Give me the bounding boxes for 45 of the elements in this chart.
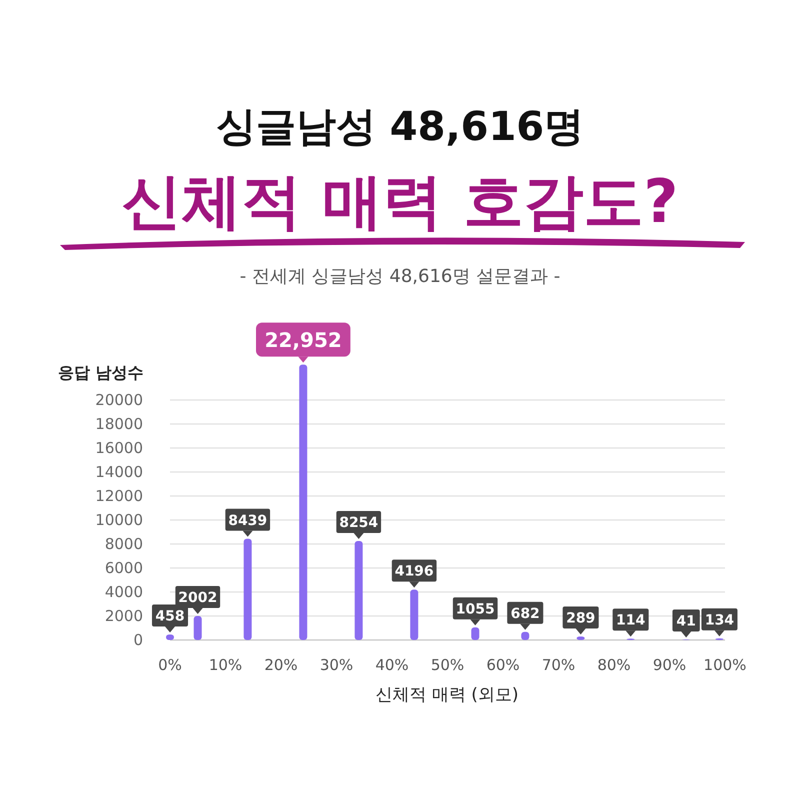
x-tick-label: 80% <box>597 656 631 674</box>
x-tick-label: 30% <box>320 656 354 674</box>
x-tick-label: 0% <box>158 656 182 674</box>
x-tick-label: 60% <box>486 656 520 674</box>
data-label: 41 <box>676 614 696 630</box>
bar <box>354 540 363 640</box>
bar <box>194 616 202 640</box>
y-axis-title: 응답 남성수 <box>58 363 144 382</box>
y-tick-label: 8000 <box>104 535 143 553</box>
data-label: 114 <box>616 612 646 629</box>
text: - 전세계 싱글남성 48,616명 설문결과 - <box>240 266 560 287</box>
y-tick-label: 18000 <box>95 415 143 433</box>
y-tick-label: 12000 <box>95 487 143 505</box>
x-tick-label: 20% <box>264 656 298 674</box>
data-label: 682 <box>510 606 540 622</box>
bar <box>471 627 480 640</box>
x-axis-title: 신체적 매력 (외모) <box>375 685 519 705</box>
y-tick-label: 6000 <box>104 559 143 577</box>
y-tick-label: 4000 <box>104 583 143 601</box>
bar <box>244 538 252 640</box>
data-label: 4196 <box>394 564 434 580</box>
y-tick-label: 0 <box>133 631 143 649</box>
data-label: 1055 <box>456 601 495 618</box>
x-tick-label: 40% <box>375 656 409 674</box>
x-tick-label: 70% <box>542 656 576 674</box>
y-tick-label: 2000 <box>104 607 143 625</box>
data-label: 22,952 <box>264 328 342 352</box>
data-label: 134 <box>704 612 734 628</box>
bar <box>410 590 418 640</box>
chart-title: 싱글남성 48,616명 <box>216 104 584 150</box>
y-tick-label: 20000 <box>95 391 143 409</box>
data-label: 2002 <box>178 590 218 606</box>
data-label: 8439 <box>228 512 268 529</box>
y-tick-label: 10000 <box>95 511 143 529</box>
x-tick-label: 90% <box>652 656 686 674</box>
y-tick-label: 16000 <box>95 439 143 457</box>
data-label: 8254 <box>339 514 378 531</box>
bar <box>299 364 308 640</box>
data-label: 289 <box>566 610 596 627</box>
y-tick-label: 14000 <box>95 463 143 481</box>
x-tick-label: 10% <box>208 656 242 674</box>
x-tick-label: 100% <box>704 656 746 674</box>
chart-subtitle: 신체적 매력 호감도? <box>122 167 678 237</box>
x-tick-label: 50% <box>430 656 464 674</box>
data-label: 458 <box>155 608 185 625</box>
